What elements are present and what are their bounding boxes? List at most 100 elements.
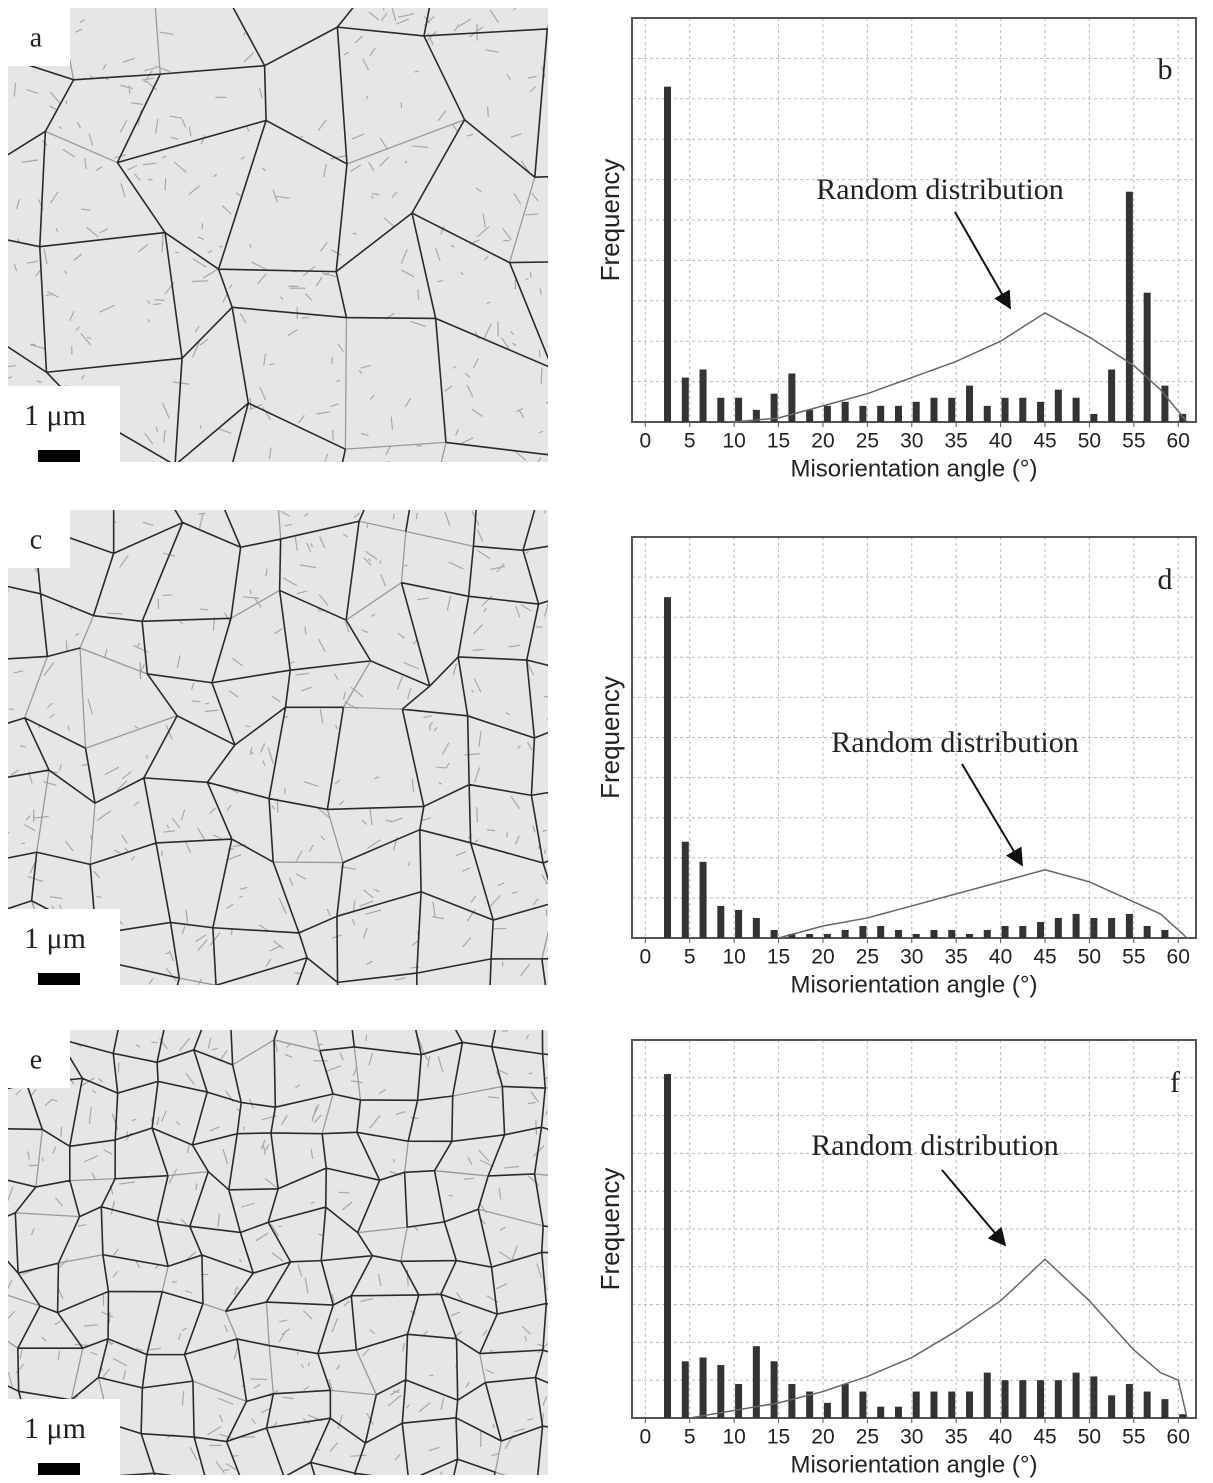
x-tick-label: 25: [856, 946, 879, 969]
bar: [664, 1074, 672, 1418]
bar: [1143, 1391, 1151, 1418]
bar: [752, 917, 760, 938]
x-tick-label: 55: [1122, 946, 1145, 969]
bar: [664, 86, 672, 423]
bar: [1143, 925, 1151, 938]
x-tick-label: 30: [900, 946, 923, 969]
bar: [1054, 389, 1062, 422]
panel-label: c: [30, 524, 42, 555]
bar: [806, 1391, 814, 1418]
random-distribution-curve: [778, 869, 1188, 939]
bar: [823, 933, 831, 938]
bar: [966, 1391, 974, 1418]
x-tick-label: 5: [684, 1426, 696, 1449]
x-tick-label: 20: [811, 946, 834, 969]
x-axis-label: Misorientation angle (°): [790, 455, 1037, 482]
bar: [877, 405, 885, 422]
annotation: Random distribution: [811, 1129, 1059, 1162]
bar: [1019, 397, 1027, 422]
y-axis-label: Frequency: [595, 159, 625, 282]
bar: [948, 397, 956, 422]
bar: [966, 933, 974, 938]
x-axis-label: Misorientation angle (°): [790, 1451, 1037, 1478]
annotation: Random distribution: [831, 726, 1079, 759]
y-axis-label: Frequency: [595, 676, 625, 799]
subgrain-marks: [8, 8, 548, 462]
x-tick-label: 60: [1167, 1426, 1190, 1449]
bar: [1001, 397, 1009, 422]
bar: [735, 1383, 743, 1418]
micrograph: a 1 μm: [8, 8, 548, 462]
x-tick-label: 50: [1078, 1426, 1101, 1449]
bar: [823, 405, 831, 422]
histogram: 0 5 10 15 20 25 30 35 40 45 50 55 60 Random distribut…: [595, 1039, 1197, 1478]
random-distribution-curve: [734, 312, 1188, 423]
bar: [752, 409, 760, 422]
x-tick-label: 25: [856, 430, 879, 453]
bar: [1037, 1380, 1045, 1418]
bar: [788, 1383, 796, 1418]
scale-label: 1 μm: [24, 922, 86, 955]
bar: [859, 1391, 867, 1418]
panel-label: d: [1158, 563, 1173, 596]
x-tick-label: 15: [767, 430, 790, 453]
bar: [770, 393, 778, 422]
bar: [1161, 385, 1169, 422]
x-tick-label: 25: [856, 1426, 879, 1449]
bar: [1072, 913, 1080, 938]
x-tick-label: 20: [811, 430, 834, 453]
bar: [912, 1391, 920, 1418]
bar: [1125, 191, 1133, 422]
scale-label: 1 μm: [24, 399, 86, 432]
x-tick-label: 10: [722, 430, 745, 453]
bar: [894, 1406, 902, 1418]
label-box: [8, 1030, 70, 1088]
x-tick-label: 60: [1167, 430, 1190, 453]
grain-map: [8, 1030, 548, 1475]
x-tick-label: 30: [900, 430, 923, 453]
micrograph: c 1 μm: [8, 510, 548, 985]
annotation-arrow: [961, 763, 1023, 867]
bar: [1090, 917, 1098, 938]
x-axis-label: Misorientation angle (°): [790, 971, 1037, 998]
x-tick-label: 55: [1122, 430, 1145, 453]
x-tick-label: 35: [945, 1426, 968, 1449]
bar: [894, 929, 902, 938]
bar: [788, 933, 796, 938]
bar: [841, 1383, 849, 1418]
scale-bar: [38, 1463, 80, 1475]
x-tick-label: 45: [1033, 946, 1056, 969]
scale-bar: [38, 450, 80, 462]
bar: [983, 929, 991, 938]
x-tick-label: 45: [1033, 1426, 1056, 1449]
bar: [983, 1372, 991, 1418]
bar: [699, 861, 707, 938]
x-tick-label: 10: [722, 946, 745, 969]
x-tick-label: 5: [684, 946, 696, 969]
bar: [1037, 921, 1045, 938]
bar: [1108, 369, 1116, 422]
bar: [877, 1406, 885, 1418]
bar: [788, 373, 796, 422]
panel-label: b: [1158, 53, 1173, 86]
label-box: [8, 8, 70, 66]
bar: [948, 1391, 956, 1418]
x-tick-label: 5: [684, 430, 696, 453]
scale-box: [8, 1399, 120, 1475]
annotation: Random distribution: [816, 173, 1064, 206]
bar: [1001, 925, 1009, 938]
x-tick-label: 60: [1167, 946, 1190, 969]
micrograph: e 1 μm: [8, 1030, 548, 1475]
grain-boundaries: [8, 8, 548, 462]
bar: [1054, 917, 1062, 938]
x-tick-label: 50: [1078, 430, 1101, 453]
bar: [1108, 917, 1116, 938]
x-tick-label: 15: [767, 1426, 790, 1449]
bar: [859, 925, 867, 938]
bar: [806, 933, 814, 938]
bar: [1125, 1383, 1133, 1418]
x-tick-label: 15: [767, 946, 790, 969]
bar: [717, 905, 725, 938]
